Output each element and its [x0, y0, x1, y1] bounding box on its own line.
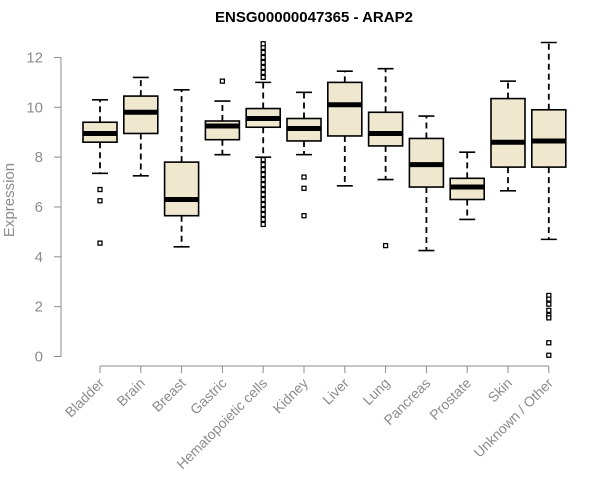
y-tick-label: 12: [26, 49, 43, 66]
y-tick-label: 2: [35, 299, 43, 316]
box-skin: [490, 80, 526, 192]
outlier-point: [546, 315, 552, 321]
box-prostate: [449, 151, 486, 221]
outlier-point: [546, 352, 552, 358]
iqr-box: [367, 111, 404, 147]
y-tick-label: 4: [35, 249, 43, 266]
y-tick-label: 0: [35, 349, 43, 366]
x-tick-label: Liver: [319, 375, 352, 408]
outlier-point: [546, 296, 552, 302]
y-tick-label: 8: [35, 149, 43, 166]
outlier-point: [260, 64, 266, 71]
box-bladder: [82, 99, 118, 246]
y-tick-label: 6: [35, 199, 43, 216]
outlier-point: [260, 69, 266, 76]
outlier-point: [382, 242, 389, 249]
outlier-point: [260, 41, 266, 47]
chart-title: ENSG00000047365 - ARAP2: [215, 9, 413, 26]
outlier-point: [260, 74, 266, 81]
outlier-point: [301, 213, 307, 219]
outlier-point: [546, 340, 552, 346]
outlier-point: [260, 181, 266, 188]
outlier-point: [260, 191, 266, 198]
box-kidney: [286, 91, 322, 219]
box-hematopoietic-cells: [245, 41, 281, 228]
x-tick-label: Lung: [359, 375, 392, 408]
outlier-point: [260, 186, 266, 193]
outlier-point: [97, 198, 103, 204]
outlier-point: [260, 59, 266, 66]
box-lung: [367, 67, 404, 249]
outlier-point: [260, 211, 266, 218]
box-gastric: [204, 78, 241, 156]
iqr-box: [490, 97, 526, 168]
y-axis-label: Expression: [1, 163, 18, 237]
outlier-point: [260, 156, 266, 163]
box-series: [82, 41, 567, 358]
x-tick-label: Brain: [113, 375, 147, 409]
outlier-point: [546, 307, 552, 314]
iqr-box: [163, 161, 200, 217]
y-axis: 0 2 4 6 8 10 12: [26, 49, 62, 366]
box-brain: [123, 76, 159, 177]
x-tick-label: Breast: [149, 375, 189, 415]
x-tick-label: Prostate: [426, 375, 474, 423]
outlier-point: [301, 174, 307, 180]
box-unknown-other: [530, 41, 567, 358]
outlier-point: [260, 49, 266, 56]
outlier-point: [260, 161, 266, 168]
outlier-point: [260, 221, 266, 228]
outlier-point: [260, 196, 266, 203]
box-pancreas: [408, 115, 445, 252]
x-tick-label: Bladder: [62, 375, 108, 421]
box-breast: [163, 89, 200, 248]
y-tick-label: 10: [26, 99, 43, 116]
outlier-point: [260, 166, 266, 173]
outlier-point: [260, 176, 266, 183]
outlier-point: [260, 216, 266, 223]
outlier-point: [219, 78, 226, 84]
x-tick-label: Skin: [485, 375, 516, 406]
box-liver: [326, 70, 363, 187]
outlier-point: [97, 186, 103, 193]
outlier-point: [260, 54, 266, 61]
x-tick-label: Kidney: [270, 375, 312, 417]
outlier-point: [260, 171, 266, 178]
iqr-box: [326, 81, 363, 137]
outlier-point: [97, 240, 103, 246]
outlier-point: [546, 301, 552, 307]
outlier-point: [260, 206, 266, 213]
outlier-point: [301, 185, 307, 191]
outlier-point: [260, 201, 266, 208]
